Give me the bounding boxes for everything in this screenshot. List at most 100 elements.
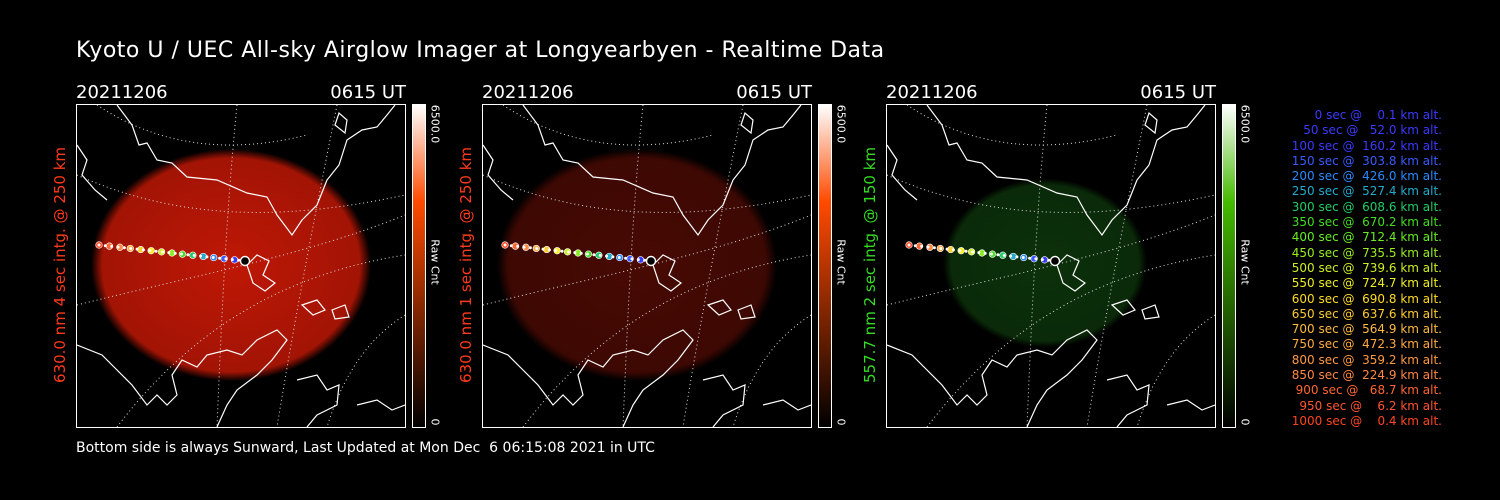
imager-panel-3: 20211206 0615 UT 557.7 nm 2 sec intg. @ … [861, 82, 1306, 432]
footer-status: Bottom side is always Sunward, Last Upda… [76, 440, 655, 456]
trajectory-tick [617, 256, 621, 260]
legend-entry: 1000 sec @ 0.4 km alt. [1291, 413, 1442, 428]
trajectory-tick [148, 249, 152, 253]
panel-time: 0615 UT [330, 82, 406, 103]
trajectory-tick [528, 246, 532, 250]
trajectory-tick [205, 255, 209, 259]
trajectory-tick [560, 249, 564, 253]
colorbar-max-label: 6500.0 [834, 104, 848, 144]
trajectory-tick [97, 243, 101, 247]
trajectory-tick [541, 247, 545, 251]
trajectory-tick [964, 249, 968, 253]
trajectory-tick [173, 251, 177, 255]
trajectory-tick [1015, 255, 1019, 259]
colorbar-min-label: 0 [834, 418, 848, 426]
legend-entry: 0 sec @ 0.1 km alt. [1303, 108, 1442, 122]
imager-panel-1: 20211206 0615 UT 630.0 nm 4 sec intg. @ … [51, 82, 496, 432]
trajectory-tick [1040, 258, 1044, 262]
panel-wavelength-label: 630.0 nm 1 sec intg. @ 250 km [457, 146, 475, 384]
trajectory-tick [630, 257, 634, 261]
trajectory-tick [598, 253, 602, 257]
colorbar-min-label: 0 [428, 418, 442, 426]
panel-wavelength-label: 557.7 nm 2 sec intg. @ 150 km [861, 146, 879, 384]
trajectory-tick [586, 252, 590, 256]
legend-entry: 750 sec @ 472.3 km alt. [1287, 337, 1442, 352]
page-title: Kyoto U / UEC All-sky Airglow Imager at … [76, 38, 885, 63]
trajectory-tick [1028, 256, 1032, 260]
trajectory-tick [180, 252, 184, 256]
station-marker [239, 255, 251, 267]
trajectory-tick [1009, 254, 1013, 258]
legend-entry: 350 sec @ 670.2 km alt. [1287, 215, 1442, 230]
legend-entry: 250 sec @ 527.4 km alt. [1287, 184, 1442, 199]
trajectory-tick [1021, 256, 1025, 260]
trajectory-tick [945, 247, 949, 251]
trajectory-tick [554, 249, 558, 253]
trajectory-tick [624, 256, 628, 260]
panel-date: 20211206 [76, 82, 168, 103]
legend-entry: 450 sec @ 735.5 km alt. [1287, 245, 1442, 260]
trajectory-tick [141, 248, 145, 252]
trajectory-tick [237, 258, 241, 262]
panel-date: 20211206 [886, 82, 978, 103]
trajectory-tick [636, 258, 640, 262]
trajectory-tick [154, 249, 158, 253]
trajectory-tick [939, 246, 943, 250]
trajectory-tick [116, 245, 120, 249]
trajectory-tick [958, 249, 962, 253]
trajectory-tick [920, 244, 924, 248]
panel-wavelength-label: 630.0 nm 4 sec intg. @ 250 km [51, 146, 69, 384]
trajectory-tick [1002, 253, 1006, 257]
trajectory-legend: 0 sec @ 0.1 km alt. 50 sec @ 52.0 km alt… [1288, 108, 1442, 429]
airglow-disk [497, 148, 777, 382]
trajectory-tick [192, 253, 196, 257]
legend-entry: 300 sec @ 608.6 km alt. [1287, 199, 1442, 214]
trajectory-tick [122, 246, 126, 250]
trajectory-tick [516, 244, 520, 248]
trajectory-tick [970, 250, 974, 254]
trajectory-tick [926, 245, 930, 249]
trajectory-tick [186, 253, 190, 257]
trajectory-tick [224, 257, 228, 261]
trajectory-tick [211, 256, 215, 260]
trajectory-tick [951, 248, 955, 252]
trajectory-tick [990, 252, 994, 256]
legend-entry: 600 sec @ 690.8 km alt. [1287, 291, 1442, 306]
legend-entry: 950 sec @ 6.2 km alt. [1295, 398, 1442, 413]
legend-entry: 150 sec @ 303.8 km alt. [1287, 153, 1442, 168]
legend-entry: 400 sec @ 712.4 km alt. [1287, 230, 1442, 245]
trajectory-tick [199, 254, 203, 258]
legend-entry: 850 sec @ 224.9 km alt. [1287, 368, 1442, 383]
station-marker [645, 255, 657, 267]
trajectory-tick [509, 244, 513, 248]
legend-entry: 50 sec @ 52.0 km alt. [1295, 123, 1442, 138]
colorbar [1222, 104, 1236, 428]
trajectory-tick [932, 246, 936, 250]
airglow-disk [91, 148, 371, 382]
trajectory-tick [230, 258, 234, 262]
trajectory-tick [1034, 257, 1038, 261]
trajectory-tick [605, 254, 609, 258]
colorbar-max-label: 6500.0 [1238, 104, 1252, 144]
allsky-image [482, 104, 812, 428]
trajectory-tick [522, 245, 526, 249]
trajectory-tick [566, 250, 570, 254]
legend-entry: 900 sec @ 68.7 km alt. [1291, 383, 1442, 398]
colorbar-unit-label: Raw Cnt [834, 239, 848, 285]
trajectory-tick [535, 246, 539, 250]
satellite-trajectory [905, 241, 1057, 264]
trajectory-tick [103, 244, 107, 248]
panel-date: 20211206 [482, 82, 574, 103]
trajectory-tick [167, 251, 171, 255]
satellite-trajectory [501, 241, 653, 264]
legend-entry: 100 sec @ 160.2 km alt. [1287, 138, 1442, 153]
legend-entry: 650 sec @ 637.6 km alt. [1287, 306, 1442, 321]
panel-time: 0615 UT [736, 82, 812, 103]
colorbar-unit-label: Raw Cnt [1238, 239, 1252, 285]
colorbar [818, 104, 832, 428]
legend-entry: 700 sec @ 564.9 km alt. [1287, 322, 1442, 337]
trajectory-tick [977, 251, 981, 255]
colorbar-unit-label: Raw Cnt [428, 239, 442, 285]
trajectory-tick [1047, 258, 1051, 262]
trajectory-tick [135, 247, 139, 251]
